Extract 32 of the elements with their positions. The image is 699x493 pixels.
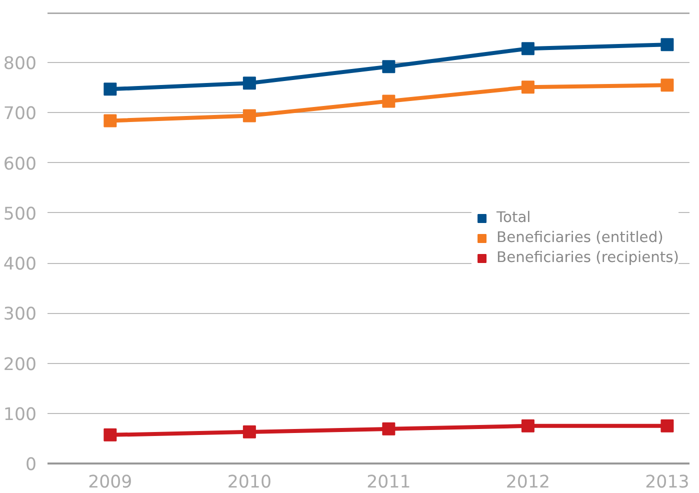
legend-label: Total <box>496 209 531 226</box>
point <box>521 419 534 432</box>
y-tick-label: 100 <box>3 404 37 425</box>
point <box>382 422 396 436</box>
point <box>521 42 534 56</box>
point <box>660 78 674 92</box>
x-tick-label: 2011 <box>366 472 411 492</box>
x-tick-label: 2012 <box>506 472 550 492</box>
point <box>242 425 256 438</box>
x-tick-label: 2013 <box>645 472 690 492</box>
y-tick-label: 0 <box>25 455 37 475</box>
legend-label: Beneficiaries (entitled) <box>496 229 664 246</box>
y-tick-label: 200 <box>3 354 37 375</box>
point <box>104 82 117 96</box>
point <box>242 76 256 90</box>
y-tick-label: 300 <box>3 304 37 325</box>
y-tick-label: 700 <box>3 104 37 124</box>
point <box>104 114 117 128</box>
point <box>660 38 674 52</box>
point <box>104 428 117 442</box>
point <box>382 60 396 74</box>
point <box>242 109 256 122</box>
x-tick-label: 2010 <box>227 472 272 492</box>
y-tick-label: 800 <box>3 54 37 74</box>
x-tick-label: 2009 <box>88 472 132 492</box>
point <box>382 94 396 108</box>
point <box>660 419 674 432</box>
y-tick-label: 600 <box>3 154 37 174</box>
y-tick-label: 400 <box>3 254 37 275</box>
legend-label: Beneficiaries (recipients) <box>496 249 679 266</box>
y-tick-label: 500 <box>3 204 37 224</box>
point <box>521 80 534 94</box>
